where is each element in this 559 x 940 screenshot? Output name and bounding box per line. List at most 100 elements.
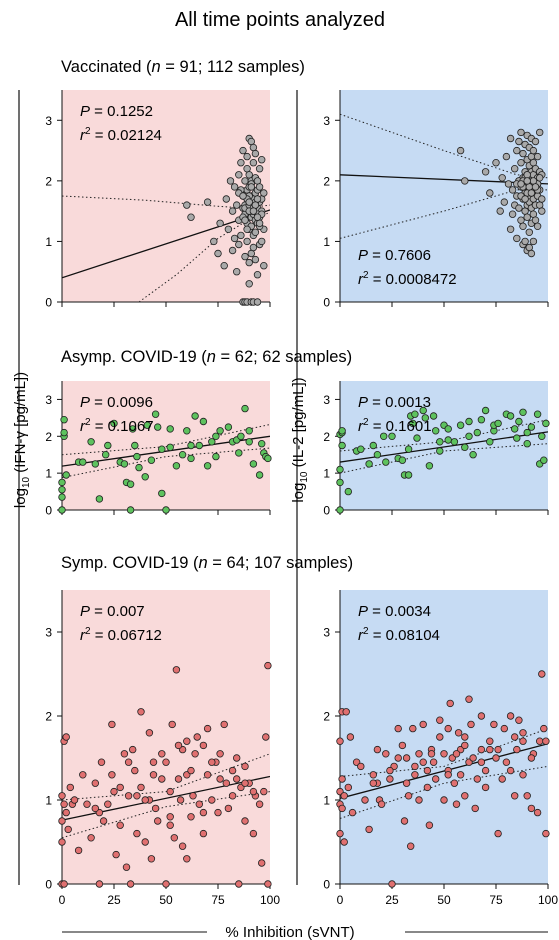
x-tick-label: 75 (211, 893, 225, 907)
data-point (112, 850, 120, 859)
data-point (166, 443, 174, 451)
data-point (187, 213, 195, 221)
data-point (208, 796, 216, 804)
y-tick-label: 2 (323, 710, 330, 724)
data-point (264, 454, 272, 463)
data-point (465, 695, 473, 703)
y-tick-label: 1 (45, 235, 52, 249)
data-point (527, 804, 536, 813)
data-point (500, 724, 508, 733)
data-point (108, 771, 116, 779)
data-point (365, 460, 373, 468)
data-point (336, 506, 344, 514)
regression-line (340, 743, 548, 799)
data-point (145, 729, 154, 737)
data-point (377, 800, 386, 808)
data-point (216, 219, 224, 227)
data-point (220, 262, 228, 270)
data-point (415, 796, 423, 804)
data-point (131, 441, 139, 450)
data-point (74, 846, 83, 855)
stat-r2-value: r2 = 0.1067 (80, 417, 154, 435)
data-point (382, 458, 390, 466)
data-point (255, 219, 264, 227)
data-point (540, 456, 548, 464)
data-point (508, 210, 517, 218)
y-tick-label: 1 (45, 467, 52, 481)
data-point (338, 804, 346, 813)
data-point (461, 792, 469, 800)
data-point (527, 189, 536, 197)
data-point (515, 137, 523, 146)
points-layer (58, 661, 272, 888)
data-point (141, 838, 149, 846)
data-point (60, 416, 68, 424)
data-point (450, 779, 459, 787)
ylabel-right: log10 (IL-2 [pg/mL]) (290, 377, 310, 502)
data-point (62, 808, 70, 817)
data-point (91, 460, 99, 468)
data-point (506, 712, 515, 720)
data-point (521, 195, 529, 203)
panels-layer: 0 1 2 3 P = 0.1252 r2 = 0.02124 0 1 2 3 P = 0.7606… (45, 90, 558, 907)
ci-lower-line (340, 189, 548, 239)
data-point (477, 758, 486, 766)
data-point (243, 152, 251, 161)
points-layer (456, 128, 546, 258)
data-point (506, 412, 515, 420)
data-point (79, 771, 87, 779)
data-point (419, 406, 427, 415)
data-point (436, 438, 444, 446)
data-point (538, 670, 546, 678)
data-point (494, 419, 502, 428)
ylabel-left: log10 (IFN-γ [pg/mL]) (12, 372, 32, 508)
data-point (108, 720, 116, 729)
svg-text:log10 (IFN-γ [pg/mL]): log10 (IFN-γ [pg/mL]) (12, 372, 32, 508)
data-point (258, 155, 266, 164)
data-point (444, 425, 452, 433)
data-point (253, 195, 262, 203)
data-point (241, 216, 249, 224)
data-point (409, 724, 417, 733)
y-tick-label: 3 (45, 114, 52, 128)
data-point (515, 204, 523, 212)
data-point (237, 158, 245, 167)
data-point (58, 486, 66, 494)
data-point (245, 438, 253, 446)
data-point (423, 783, 432, 792)
data-point (538, 195, 546, 203)
data-point (513, 234, 521, 243)
data-point (440, 796, 448, 804)
data-point (527, 423, 536, 431)
data-point (473, 428, 481, 437)
data-point (104, 441, 112, 450)
data-point (402, 779, 411, 787)
data-point (235, 449, 243, 457)
data-point (228, 792, 237, 800)
data-point (456, 146, 465, 155)
data-point (208, 758, 216, 766)
points-layer (58, 404, 272, 514)
data-point (222, 779, 230, 787)
data-point (137, 708, 145, 716)
data-point (511, 164, 519, 173)
data-point (386, 775, 394, 783)
data-point (255, 471, 264, 479)
panel-asymp-il2: 0 1 2 3 P = 0.0013 r2 = 0.1601 (323, 381, 550, 518)
data-point (104, 800, 112, 808)
data-point (338, 427, 346, 435)
data-point (467, 720, 475, 729)
data-point (531, 137, 540, 146)
ci-upper-line (62, 424, 270, 456)
data-point (436, 716, 444, 724)
data-point (429, 758, 438, 766)
data-point (237, 432, 245, 440)
x-tick-label: 0 (337, 893, 344, 907)
data-point (461, 733, 469, 741)
x-tick-label: 50 (437, 893, 451, 907)
data-point (124, 792, 133, 800)
data-point (486, 745, 494, 754)
data-point (95, 880, 104, 888)
data-point (542, 419, 550, 428)
data-point (382, 750, 390, 758)
